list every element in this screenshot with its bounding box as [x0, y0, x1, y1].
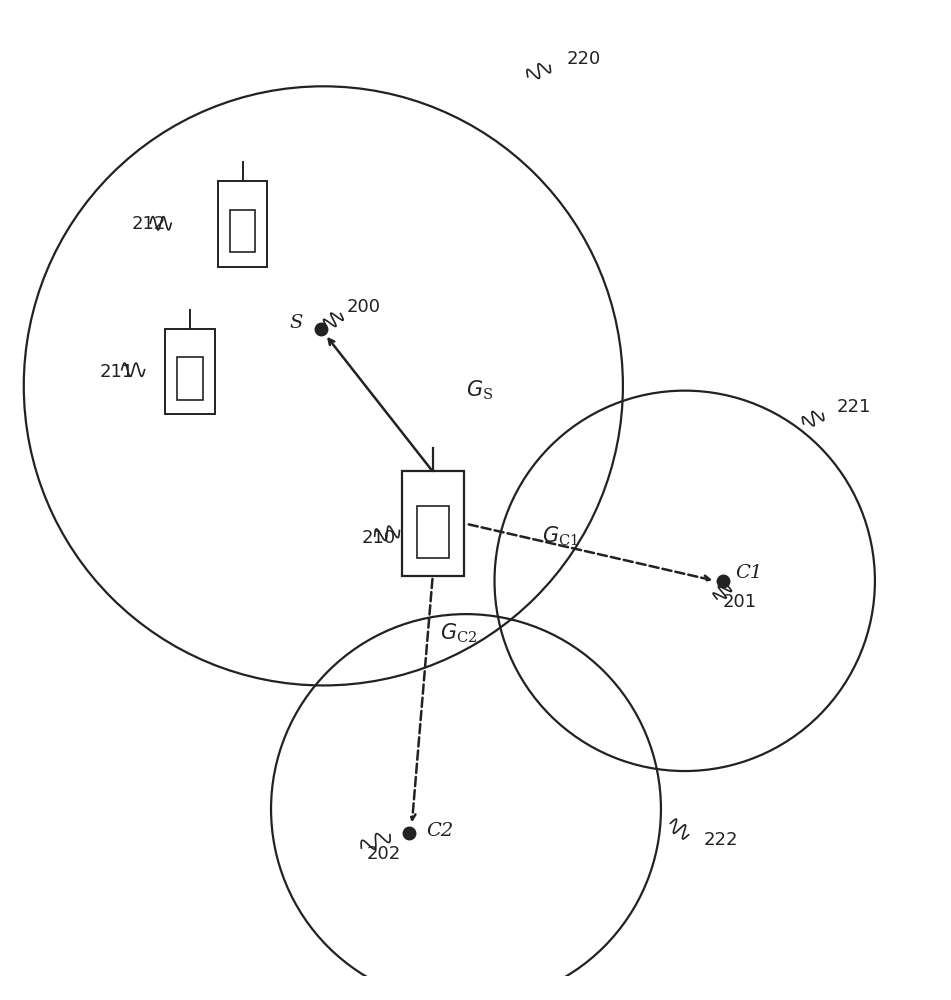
- Bar: [218, 181, 267, 267]
- Bar: [229, 210, 256, 252]
- Text: 202: 202: [366, 845, 400, 863]
- Text: 211: 211: [100, 363, 134, 381]
- Text: 212: 212: [131, 215, 165, 233]
- Text: 222: 222: [704, 831, 738, 849]
- Text: 200: 200: [347, 298, 381, 316]
- Text: C1: C1: [735, 564, 763, 582]
- Bar: [177, 357, 204, 400]
- Text: C2: C2: [426, 822, 454, 840]
- Text: 201: 201: [723, 593, 757, 611]
- Text: $G_\mathregular{C2}$: $G_\mathregular{C2}$: [440, 621, 477, 645]
- Text: S: S: [289, 314, 302, 332]
- Text: $G_\mathregular{S}$: $G_\mathregular{S}$: [466, 379, 494, 402]
- Bar: [165, 329, 215, 414]
- Bar: [417, 506, 449, 558]
- Text: $G_\mathregular{C1}$: $G_\mathregular{C1}$: [542, 524, 578, 548]
- Bar: [401, 471, 464, 576]
- Text: 220: 220: [567, 50, 601, 68]
- Text: 210: 210: [361, 529, 396, 547]
- Text: 221: 221: [837, 398, 871, 416]
